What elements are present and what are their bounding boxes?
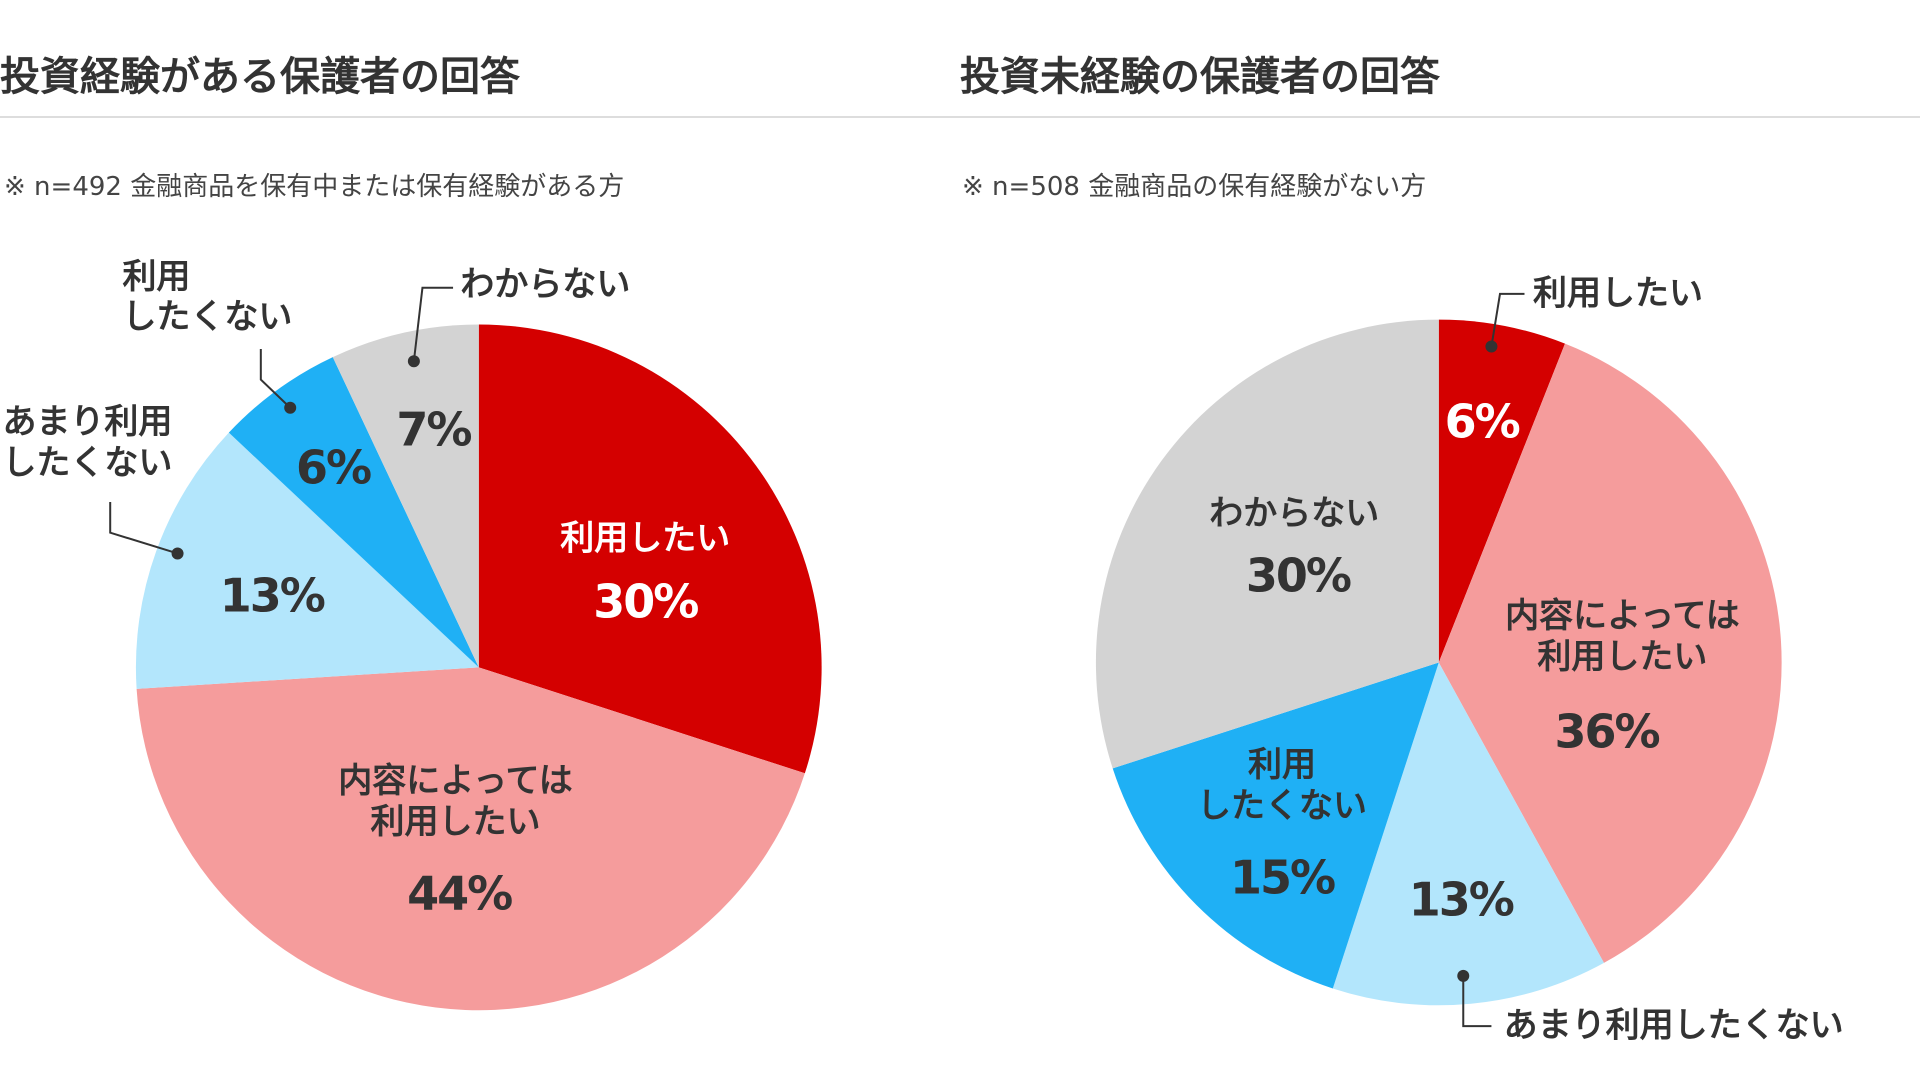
pie-slice (1112, 662, 1439, 989)
leader-line (412, 286, 454, 362)
value-label: 7% (396, 402, 472, 457)
chart-subtitle: ※ n=508 金融商品の保有経験がない方 (962, 172, 1427, 202)
pie-slice (228, 357, 479, 668)
leader-dot (284, 401, 297, 414)
slice-label: あまり利用したくない (1503, 1005, 1844, 1046)
slice-label: わからない (460, 264, 631, 305)
chart-subtitle: ※ n=492 金融商品を保有中または保有経験がある方 (4, 172, 625, 202)
value-label: 6% (295, 440, 372, 495)
value-label: 44% (407, 866, 513, 921)
pie-slice (135, 432, 479, 689)
leader-line (109, 502, 178, 555)
slice-label: 利用 したくない (122, 256, 293, 338)
pie-slice (478, 324, 822, 774)
slice-label: 利用したい (1533, 273, 1704, 314)
pie-slice (1332, 662, 1604, 1006)
slice-label: あまり利用 したくない (2, 402, 173, 484)
value-label: 30% (1245, 547, 1352, 602)
value-label: 36% (1554, 704, 1660, 759)
pie-slice (136, 667, 805, 1011)
value-label: 30% (593, 574, 699, 629)
leader-line (259, 348, 291, 409)
value-label: 15% (1229, 850, 1336, 905)
leader-line (1490, 292, 1525, 347)
value-label: 6% (1444, 394, 1521, 449)
slice-label: 利用したい (560, 518, 731, 559)
slice-label: 内容によっては 利用したい (1505, 595, 1740, 677)
slice-label: 利用 したくない (1197, 745, 1368, 827)
leader-line (1462, 975, 1492, 1028)
pie-slice (1438, 343, 1782, 963)
leader-dot (1485, 340, 1498, 353)
leader-dot (171, 547, 184, 560)
pie-slice (1438, 319, 1565, 663)
leader-dot (1457, 969, 1470, 982)
chart-title: 投資未経験の保護者の回答 (960, 54, 1440, 100)
leader-dot (407, 355, 420, 368)
chart-title: 投資経験がある保護者の回答 (0, 54, 520, 100)
slice-label: 内容によっては 利用したい (338, 761, 573, 843)
pie-slice (332, 324, 479, 668)
divider (0, 116, 1920, 118)
value-label: 13% (1408, 872, 1515, 927)
value-label: 13% (219, 568, 326, 623)
pie-slice (1095, 319, 1439, 769)
slice-label: わからない (1209, 493, 1380, 534)
